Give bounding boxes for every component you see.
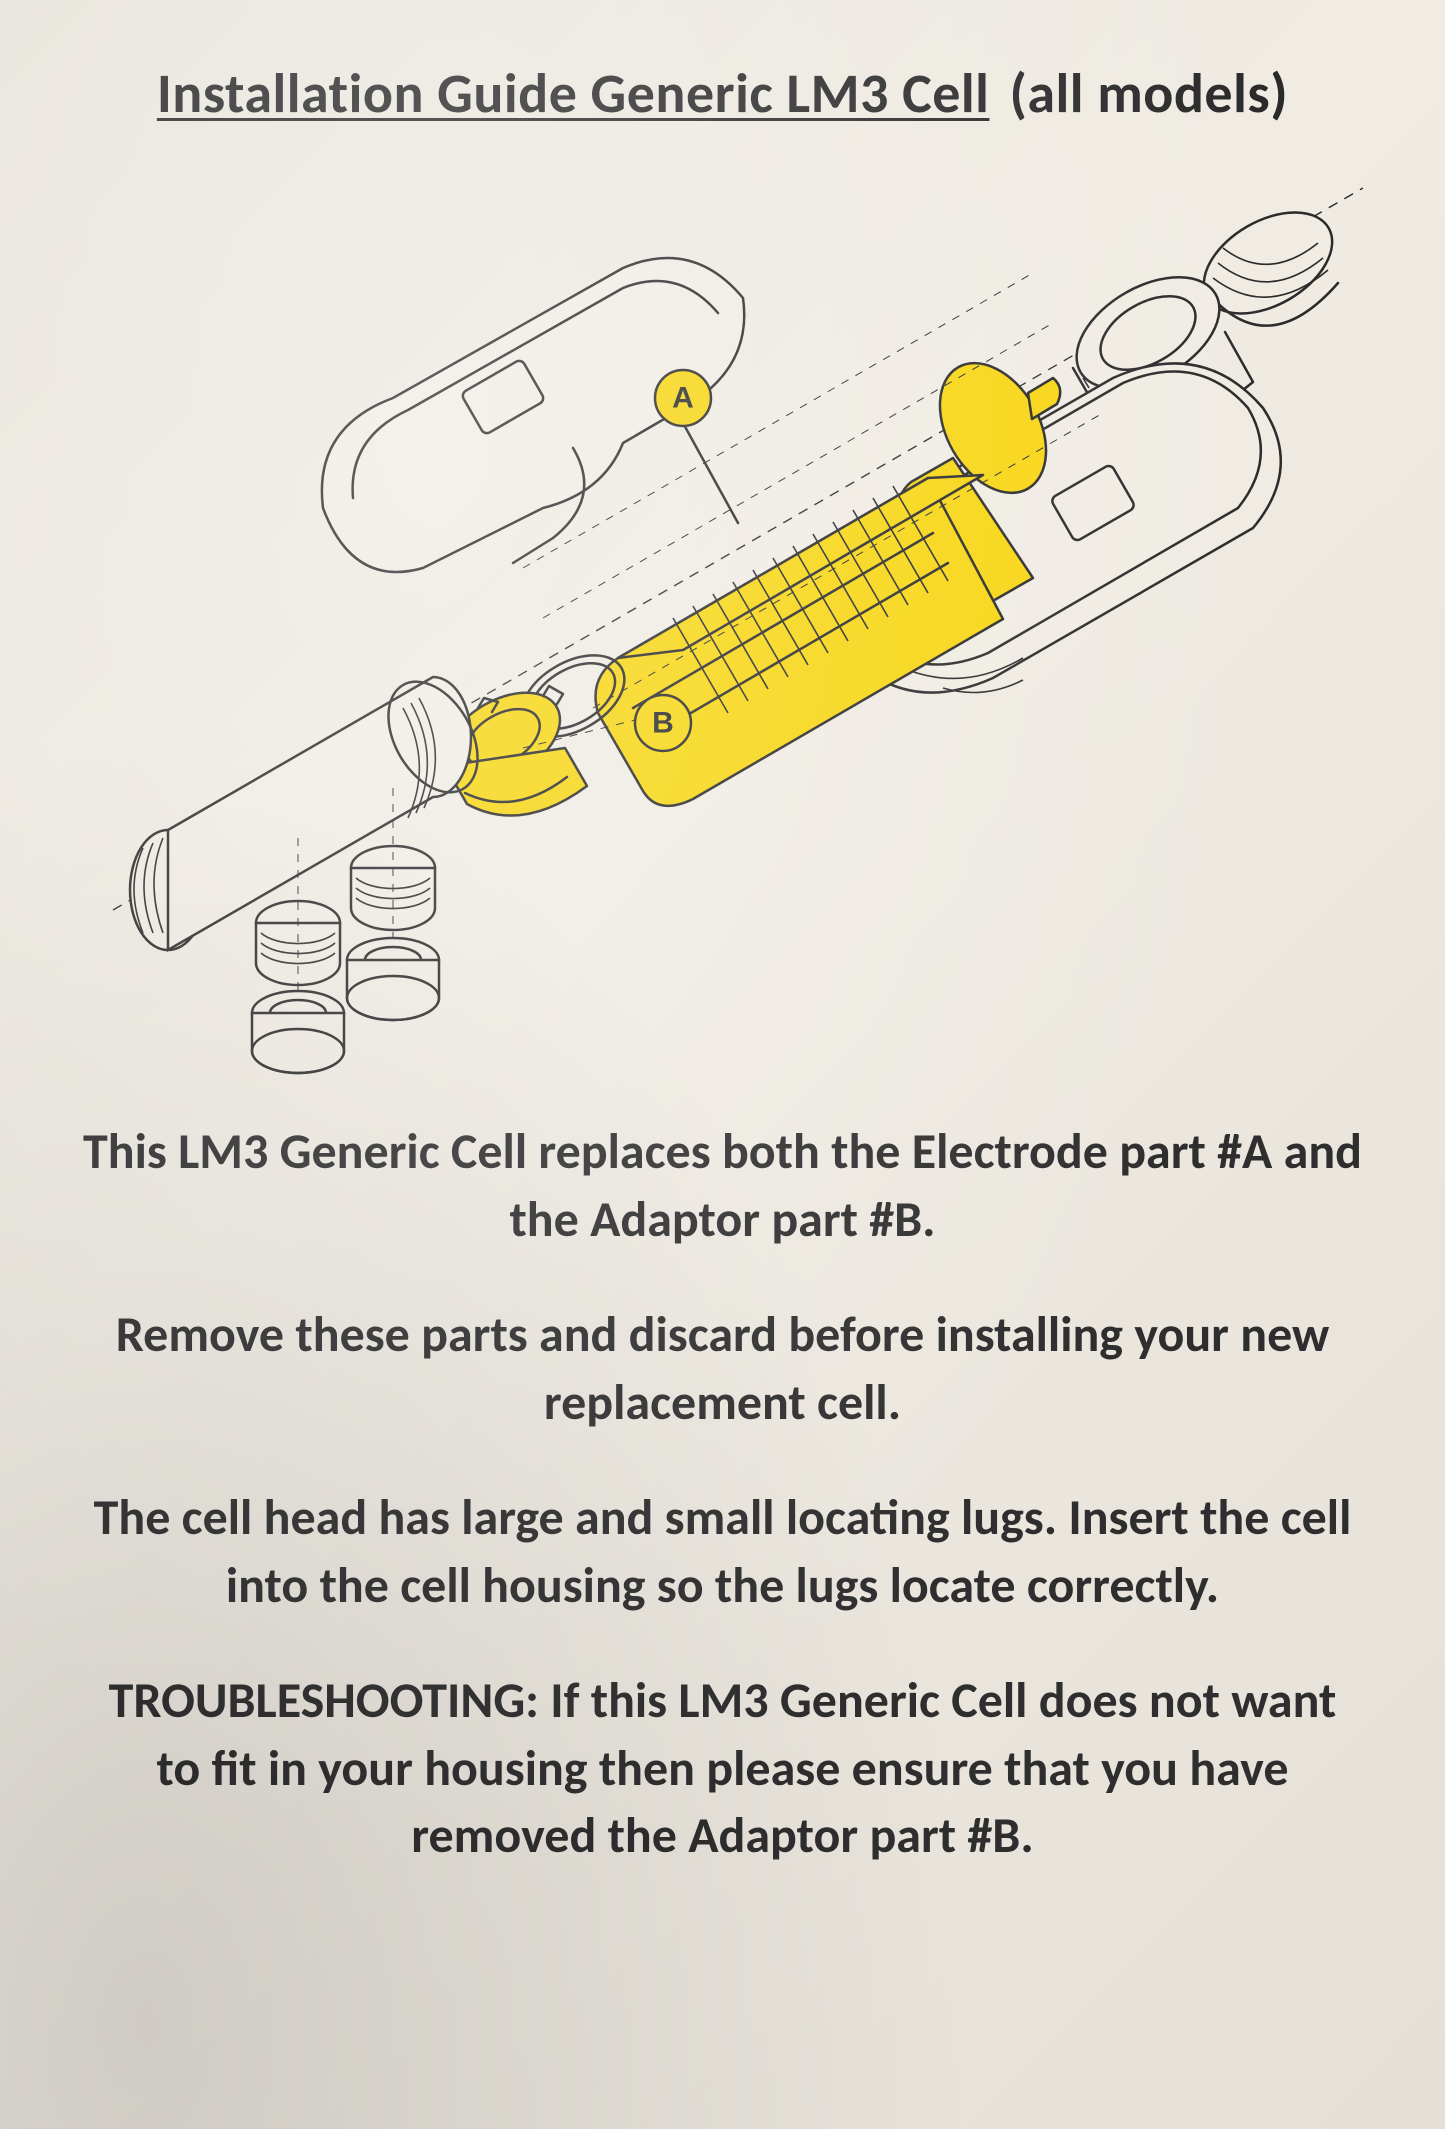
paragraph-3: The cell head has large and small locati… xyxy=(83,1484,1363,1619)
paragraph-1: This LM3 Generic Cell replaces both the … xyxy=(83,1118,1363,1253)
part-union-nut-1 xyxy=(252,991,344,1073)
callout-b: B xyxy=(635,695,691,751)
paragraph-2: Remove these parts and discard before in… xyxy=(83,1301,1363,1436)
paragraph-4: TROUBLESHOOTING: If this LM3 Generic Cel… xyxy=(83,1667,1363,1870)
exploded-diagram-svg: .ln { fill:none; stroke:#2a2a2a; stroke-… xyxy=(73,148,1373,1078)
page-subtitle: (all models) xyxy=(1009,60,1288,128)
part-union-nut-2 xyxy=(347,938,439,1020)
title-row: Installation Guide Generic LM3 Cell (all… xyxy=(70,60,1375,128)
callout-b-label: B xyxy=(652,707,674,740)
callout-a: A xyxy=(655,370,738,523)
exploded-diagram: .ln { fill:none; stroke:#2a2a2a; stroke-… xyxy=(70,148,1375,1078)
instruction-text: This LM3 Generic Cell replaces both the … xyxy=(83,1118,1363,1870)
page-title: Installation Guide Generic LM3 Cell xyxy=(157,60,990,128)
callout-a-label: A xyxy=(672,382,694,415)
installation-guide-page: Installation Guide Generic LM3 Cell (all… xyxy=(0,0,1445,2129)
